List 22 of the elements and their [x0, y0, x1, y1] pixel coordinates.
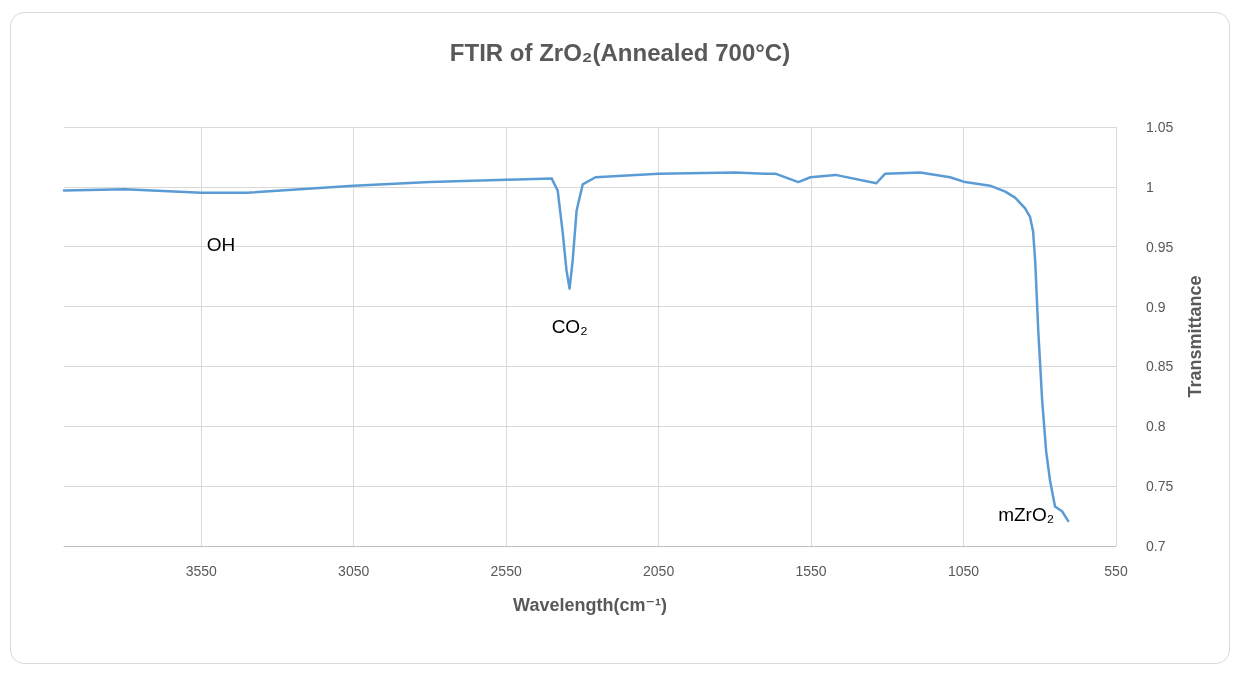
y-tick-label: 0.7	[1146, 538, 1166, 554]
x-tick-label: 550	[1104, 563, 1128, 579]
y-tick-label: 0.75	[1146, 478, 1174, 495]
y-tick-label: 0.95	[1146, 238, 1174, 255]
x-tick-label: 3550	[185, 563, 217, 579]
line-series	[62, 171, 1070, 523]
y-tick-label: 0.85	[1146, 358, 1174, 375]
y-tick-label: 0.8	[1146, 418, 1166, 435]
annotation: mZrO₂	[998, 504, 1055, 526]
annotation: CO₂	[551, 316, 588, 338]
x-tick-label: 1050	[947, 563, 980, 579]
y-tick-label: 0.9	[1146, 298, 1166, 315]
x-tick-label: 2550	[490, 563, 522, 579]
x-tick-label: 2050	[643, 563, 675, 579]
x-tick-label: 1550	[795, 563, 827, 579]
y-tick-label: 1.05	[1146, 119, 1174, 135]
chart-title: FTIR of ZrO₂(Annealed 700°C)	[449, 38, 791, 66]
x-axis-title: Wavelength(cm⁻¹)	[513, 595, 667, 615]
annotation: OH	[206, 233, 236, 255]
y-axis-title: Transmittance	[1185, 275, 1205, 398]
x-tick-label: 3050	[338, 563, 370, 579]
y-tick-label: 1	[1146, 178, 1154, 195]
